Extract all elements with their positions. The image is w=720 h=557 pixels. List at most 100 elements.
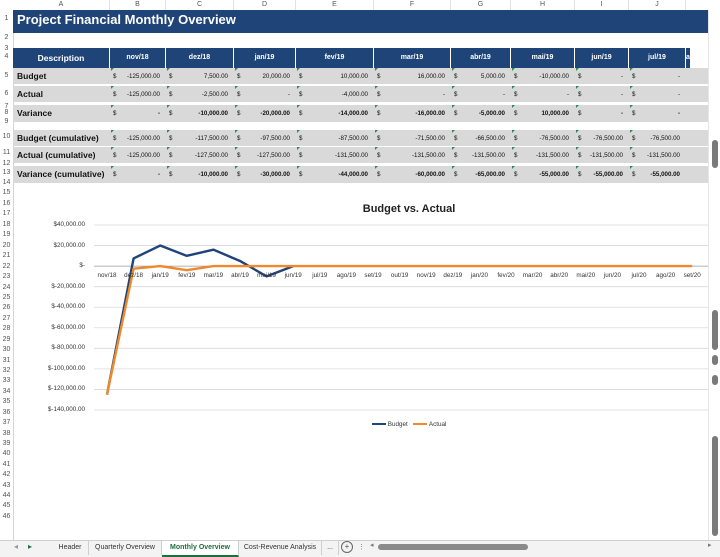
column-header-i[interactable]: I [575, 0, 629, 10]
table-cell[interactable]: - [620, 73, 623, 80]
row-number[interactable]: 13 [2, 169, 11, 176]
table-cell[interactable]: -55,000.00 [593, 171, 623, 178]
month-header[interactable]: jun/19 [575, 48, 629, 68]
month-header[interactable]: jan/19 [234, 48, 296, 68]
row-number[interactable]: 11 [2, 149, 11, 156]
row-number[interactable]: 39 [2, 440, 11, 447]
row-number[interactable]: 46 [2, 513, 11, 520]
row-number[interactable]: 28 [2, 325, 11, 332]
row-number[interactable]: 22 [2, 263, 11, 270]
hscroll-left-icon[interactable]: ◂ [370, 542, 374, 549]
table-cell[interactable]: -10,000.00 [539, 73, 569, 80]
table-cell[interactable]: 7,500.00 [203, 73, 228, 80]
table-cell[interactable]: - [620, 110, 623, 117]
table-cell[interactable]: -131,500.00 [471, 152, 505, 159]
table-cell[interactable]: -131,500.00 [535, 152, 569, 159]
table-cell[interactable]: 16,000.00 [417, 73, 445, 80]
column-header-c[interactable]: C [166, 0, 234, 10]
table-cell[interactable]: -131,500.00 [334, 152, 368, 159]
vertical-scrollbar[interactable] [708, 10, 720, 540]
tab-quarterly-overview[interactable]: Quarterly Overview [89, 541, 162, 555]
table-cell[interactable]: -125,000.00 [126, 135, 160, 142]
table-cell[interactable]: - [287, 91, 290, 98]
table-cell[interactable]: 10,000.00 [340, 73, 368, 80]
scroll-thumb-1[interactable] [712, 140, 718, 168]
month-header[interactable]: mai/19 [511, 48, 575, 68]
row-number[interactable]: 38 [2, 430, 11, 437]
table-cell[interactable]: -10,000.00 [198, 110, 228, 117]
series-line-budget[interactable] [105, 244, 294, 395]
table-cell[interactable]: -44,000.00 [338, 171, 368, 178]
tab-cost-revenue-analysis[interactable]: Cost-Revenue Analysis [239, 541, 322, 555]
horizontal-scrollbar[interactable] [368, 544, 708, 550]
row-number[interactable]: 40 [2, 450, 11, 457]
column-header-j[interactable]: J [629, 0, 686, 10]
row-number[interactable]: 14 [2, 179, 11, 186]
row-number[interactable]: 29 [2, 336, 11, 343]
table-cell[interactable]: - [157, 171, 160, 178]
table-cell[interactable]: -127,500.00 [194, 152, 228, 159]
row-number[interactable]: 43 [2, 482, 11, 489]
scroll-thumb-4[interactable] [712, 375, 718, 385]
table-cell[interactable]: -5,000.00 [478, 110, 505, 117]
row-number[interactable]: 24 [2, 284, 11, 291]
column-header-e[interactable]: E [296, 0, 374, 10]
table-cell[interactable]: -71,500.00 [415, 135, 445, 142]
table-cell[interactable]: -131,500.00 [646, 152, 680, 159]
add-sheet-button[interactable]: + [341, 541, 353, 553]
table-cell[interactable]: -55,000.00 [650, 171, 680, 178]
tab-header[interactable]: Header [52, 541, 89, 555]
table-cell[interactable]: -2,500.00 [201, 91, 228, 98]
row-number[interactable]: 23 [2, 273, 11, 280]
series-line-actual[interactable] [105, 264, 693, 395]
month-header[interactable]: jul/19 [629, 48, 686, 68]
table-cell[interactable]: 5,000.00 [480, 73, 505, 80]
row-number[interactable]: 17 [2, 210, 11, 217]
row-number[interactable]: 34 [2, 388, 11, 395]
row-number[interactable]: 37 [2, 419, 11, 426]
table-cell[interactable]: -4,000.00 [341, 91, 368, 98]
table-cell[interactable]: - [677, 91, 680, 98]
table-cell[interactable]: - [620, 91, 623, 98]
table-cell[interactable]: - [442, 91, 445, 98]
table-cell[interactable]: - [157, 110, 160, 117]
table-cell[interactable]: -66,500.00 [475, 135, 505, 142]
row-number[interactable]: 35 [2, 398, 11, 405]
row-label[interactable]: Actual (cumulative) [17, 150, 96, 160]
table-cell[interactable]: -117,500.00 [195, 135, 228, 142]
table-cell[interactable]: -131,500.00 [589, 152, 623, 159]
row-number[interactable]: 20 [2, 242, 11, 249]
table-cell[interactable]: -16,000.00 [415, 110, 445, 117]
row-number[interactable]: 41 [2, 461, 11, 468]
month-header[interactable]: fev/19 [296, 48, 374, 68]
table-cell[interactable]: -87,500.00 [338, 135, 368, 142]
tab-scroll-right-icon[interactable]: ▸ [28, 542, 33, 551]
month-header[interactable]: abr/19 [451, 48, 511, 68]
row-number[interactable]: 45 [2, 502, 11, 509]
table-cell[interactable]: -125,000.00 [126, 91, 160, 98]
row-label[interactable]: Variance [17, 108, 52, 118]
row-number[interactable]: 8 [4, 109, 9, 116]
row-number[interactable]: 16 [2, 200, 11, 207]
row-number[interactable]: 18 [2, 221, 11, 228]
table-cell[interactable]: - [677, 73, 680, 80]
month-header[interactable]: nov/18 [110, 48, 166, 68]
row-number[interactable]: 27 [2, 315, 11, 322]
column-header-b[interactable]: B [110, 0, 166, 10]
row-number[interactable]: 9 [4, 118, 9, 125]
row-number[interactable]: 1 [4, 15, 9, 22]
row-number[interactable]: 6 [4, 90, 9, 97]
row-number[interactable]: 25 [2, 294, 11, 301]
month-header[interactable]: dez/18 [166, 48, 234, 68]
row-number[interactable]: 42 [2, 471, 11, 478]
row-number[interactable]: 19 [2, 231, 11, 238]
table-cell[interactable]: -55,000.00 [539, 171, 569, 178]
row-number[interactable]: 5 [4, 72, 9, 79]
tab-scroll-left-icon[interactable]: ◂ [14, 542, 19, 551]
table-cell[interactable]: -76,500.00 [539, 135, 569, 142]
tab-monthly-overview[interactable]: Monthly Overview [162, 541, 239, 557]
scroll-thumb-5[interactable] [712, 436, 718, 536]
row-number[interactable]: 7 [4, 103, 9, 110]
table-cell[interactable]: 10,000.00 [541, 110, 569, 117]
